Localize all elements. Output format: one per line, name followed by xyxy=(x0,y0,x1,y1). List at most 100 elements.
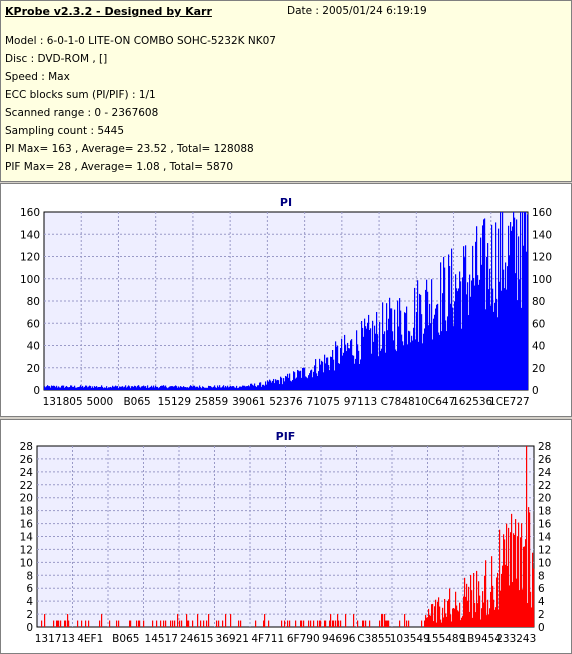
data-bar xyxy=(439,334,441,390)
data-bar xyxy=(66,385,68,390)
x-tick-label: 36921 xyxy=(216,633,249,645)
data-bar xyxy=(256,387,258,390)
data-bar xyxy=(285,375,287,390)
data-bar xyxy=(56,385,58,390)
data-bar xyxy=(422,343,424,390)
data-bar xyxy=(238,620,240,627)
y-tick-right: 2 xyxy=(538,609,545,621)
data-bar xyxy=(329,370,331,390)
data-bar xyxy=(143,620,145,627)
data-bar xyxy=(389,297,391,390)
data-bar xyxy=(345,614,347,627)
x-tick-label: 39061 xyxy=(232,396,265,408)
data-bar xyxy=(154,387,156,390)
data-bar xyxy=(244,385,246,390)
data-bar xyxy=(492,585,494,627)
x-tick-label: 103549 xyxy=(390,633,430,645)
data-bar xyxy=(128,385,130,390)
data-bar xyxy=(342,355,344,390)
data-bar xyxy=(108,387,110,390)
data-bar xyxy=(441,331,443,390)
data-bar xyxy=(496,577,498,627)
data-bar xyxy=(142,386,144,390)
y-tick-left: 8 xyxy=(26,570,33,582)
data-bar xyxy=(457,291,459,390)
data-bar xyxy=(456,288,458,390)
x-tick-label: 25859 xyxy=(195,396,228,408)
data-bar xyxy=(298,370,300,390)
data-bar xyxy=(136,620,138,627)
data-bar xyxy=(325,363,327,390)
data-bar xyxy=(68,620,70,627)
data-bar xyxy=(416,311,418,390)
data-bar xyxy=(303,367,305,390)
data-bar xyxy=(240,386,242,390)
data-bar xyxy=(470,296,472,390)
data-bar xyxy=(319,358,321,390)
data-bar xyxy=(106,386,108,390)
data-bar xyxy=(280,376,282,390)
data-bar xyxy=(119,386,121,390)
data-bar xyxy=(510,222,512,390)
data-bar xyxy=(243,385,245,390)
data-bar xyxy=(135,386,137,390)
data-bar xyxy=(478,581,480,627)
data-bar xyxy=(61,385,63,390)
data-bar xyxy=(383,334,385,390)
info-sampling: Sampling count : 5445 xyxy=(5,125,125,137)
data-bar xyxy=(168,387,170,390)
data-bar xyxy=(494,609,496,627)
data-bar xyxy=(333,620,335,627)
data-bar xyxy=(193,385,195,390)
data-bar xyxy=(101,614,103,627)
data-bar xyxy=(177,387,179,390)
data-bar xyxy=(104,387,106,390)
data-bar xyxy=(501,290,503,390)
data-bar xyxy=(324,620,326,627)
data-bar xyxy=(419,293,421,390)
data-bar xyxy=(471,280,473,390)
data-bar xyxy=(143,385,145,390)
data-bar xyxy=(462,616,464,627)
data-bar xyxy=(250,383,252,390)
data-bar xyxy=(230,614,232,627)
data-bar xyxy=(200,387,202,390)
data-bar xyxy=(526,446,528,627)
data-bar xyxy=(194,385,196,390)
data-bar xyxy=(458,288,460,390)
data-bar xyxy=(359,363,361,390)
data-bar xyxy=(132,386,134,390)
data-bar xyxy=(116,386,118,390)
data-bar xyxy=(484,575,486,627)
data-bar xyxy=(504,539,506,627)
data-bar xyxy=(468,315,470,390)
data-bar xyxy=(517,300,519,390)
y-tick-left: 10 xyxy=(20,557,33,569)
data-bar xyxy=(373,341,375,390)
data-bar xyxy=(413,327,415,390)
data-bar xyxy=(231,386,233,390)
data-bar xyxy=(183,386,185,390)
data-bar xyxy=(101,385,103,390)
data-bar xyxy=(478,284,480,390)
data-bar xyxy=(85,385,87,390)
data-bar xyxy=(221,387,223,390)
data-bar xyxy=(452,608,454,627)
data-bar xyxy=(494,302,496,390)
data-bar xyxy=(385,352,387,390)
data-bar xyxy=(300,370,302,390)
data-bar xyxy=(83,387,85,390)
data-bar xyxy=(431,279,433,390)
pi-chart: 0 0 20 20 40 40 60 60 80 80 100 100 120 120 140 140 160 1… xyxy=(20,196,552,408)
data-bar xyxy=(242,385,244,390)
data-bar xyxy=(357,620,359,627)
info-pif-stats: PIF Max= 28 , Average= 1.08 , Total= 587… xyxy=(5,161,234,173)
data-bar xyxy=(442,607,444,627)
data-bar xyxy=(530,591,532,627)
data-bar xyxy=(497,572,499,627)
data-bar xyxy=(368,314,370,390)
data-bar xyxy=(483,219,485,390)
data-bar xyxy=(266,384,268,390)
data-bar xyxy=(209,386,211,390)
